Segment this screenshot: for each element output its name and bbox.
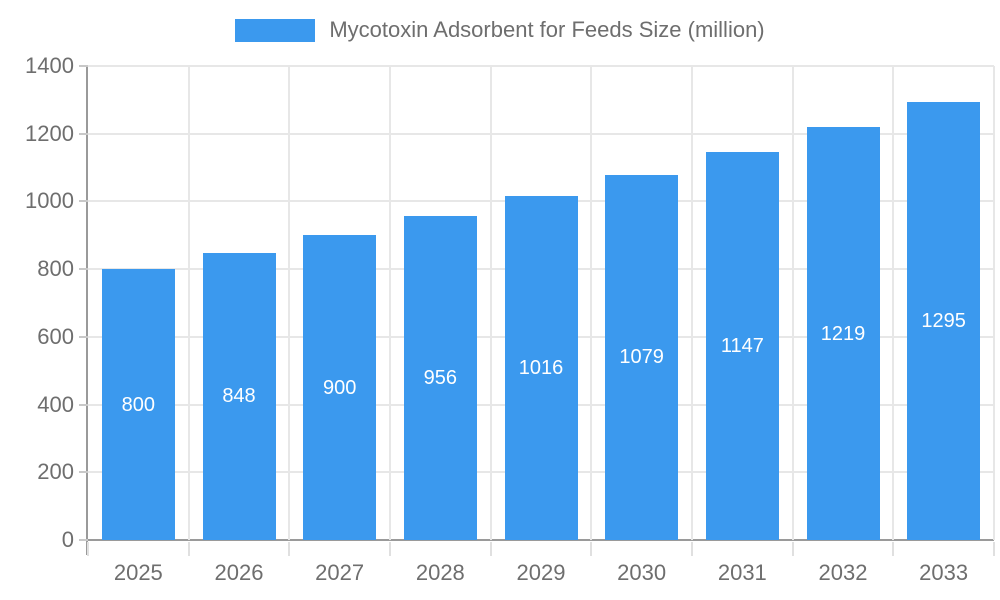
gridline-vertical [489, 66, 492, 540]
y-axis-tick [79, 539, 88, 541]
y-axis-label: 200 [37, 459, 74, 485]
bar-value-label: 848 [222, 385, 256, 408]
legend-swatch-icon [235, 18, 316, 42]
bar-value-label: 800 [121, 393, 156, 416]
bar[interactable]: 1079 [605, 174, 679, 540]
x-axis-tick [590, 542, 593, 556]
bar-value-label: 1295 [921, 309, 966, 332]
bar-value-label: 1079 [619, 346, 664, 369]
y-axis-label: 1000 [25, 188, 74, 214]
plot-area: 0 200 400 600 800 1000 1200 1400 800 2025 848 2026 9… [25, 53, 995, 585]
bar-value-label: 956 [423, 367, 458, 390]
y-axis-tick [79, 200, 88, 203]
y-axis-label: 0 [61, 527, 74, 552]
gridline-vertical [187, 66, 190, 540]
x-axis-label: 2030 [617, 560, 667, 585]
y-axis-tick [79, 403, 88, 406]
gridline-horizontal [88, 132, 994, 135]
x-axis-label: 2025 [113, 560, 163, 585]
gridline-horizontal [88, 65, 994, 67]
legend-label: Mycotoxin Adsorbent for Feeds Size (mill… [329, 17, 765, 42]
bar-value-label: 1219 [820, 322, 866, 345]
x-axis-label: 2026 [214, 560, 264, 585]
x-axis-label: 2033 [919, 560, 969, 585]
bar[interactable]: 900 [303, 235, 377, 540]
y-axis-tick [79, 335, 88, 338]
gridline-vertical [389, 66, 391, 540]
bar-value-label: 900 [322, 376, 357, 399]
bar[interactable]: 1147 [705, 151, 779, 540]
y-axis-label: 800 [37, 256, 74, 282]
x-axis-tick [489, 542, 492, 556]
y-axis-tick [79, 268, 88, 271]
bar[interactable]: 1016 [504, 196, 578, 540]
bar[interactable]: 1219 [806, 127, 880, 540]
x-axis-tick [892, 542, 895, 556]
gridline-vertical [691, 66, 693, 540]
x-axis-tick [791, 542, 794, 556]
bar-value-label: 1147 [720, 334, 764, 357]
gridline-vertical [590, 66, 593, 540]
gridline-vertical [892, 66, 895, 540]
x-axis-tick [288, 542, 291, 556]
y-axis-tick [79, 471, 88, 474]
y-axis-line [86, 66, 88, 555]
x-axis-line [86, 539, 994, 541]
bar[interactable]: 1295 [907, 101, 981, 540]
gridline-vertical [288, 66, 291, 540]
y-axis-tick [79, 132, 88, 135]
x-axis-label: 2031 [717, 560, 767, 585]
gridline-vertical [791, 66, 794, 540]
x-axis-tick [389, 542, 391, 556]
y-axis-label: 400 [37, 391, 74, 417]
x-axis-tick [691, 542, 693, 556]
x-axis-tick [187, 542, 190, 556]
bar-value-label: 1016 [518, 357, 564, 380]
y-axis-label: 1400 [25, 53, 74, 78]
x-axis-tick [993, 542, 995, 556]
x-axis-tick [87, 542, 89, 556]
legend[interactable]: Mycotoxin Adsorbent for Feeds Size (mill… [0, 15, 1000, 45]
gridline-vertical [993, 66, 995, 540]
bar[interactable]: 800 [101, 269, 175, 540]
bar[interactable]: 848 [202, 252, 276, 540]
y-axis-label: 1200 [25, 120, 74, 146]
y-axis-label: 600 [37, 323, 74, 349]
x-axis-label: 2027 [315, 560, 365, 585]
y-axis-tick [79, 65, 88, 67]
x-axis-label: 2028 [415, 560, 465, 585]
x-axis-label: 2032 [818, 560, 868, 585]
bar[interactable]: 956 [403, 216, 477, 540]
x-axis-label: 2029 [516, 560, 566, 585]
